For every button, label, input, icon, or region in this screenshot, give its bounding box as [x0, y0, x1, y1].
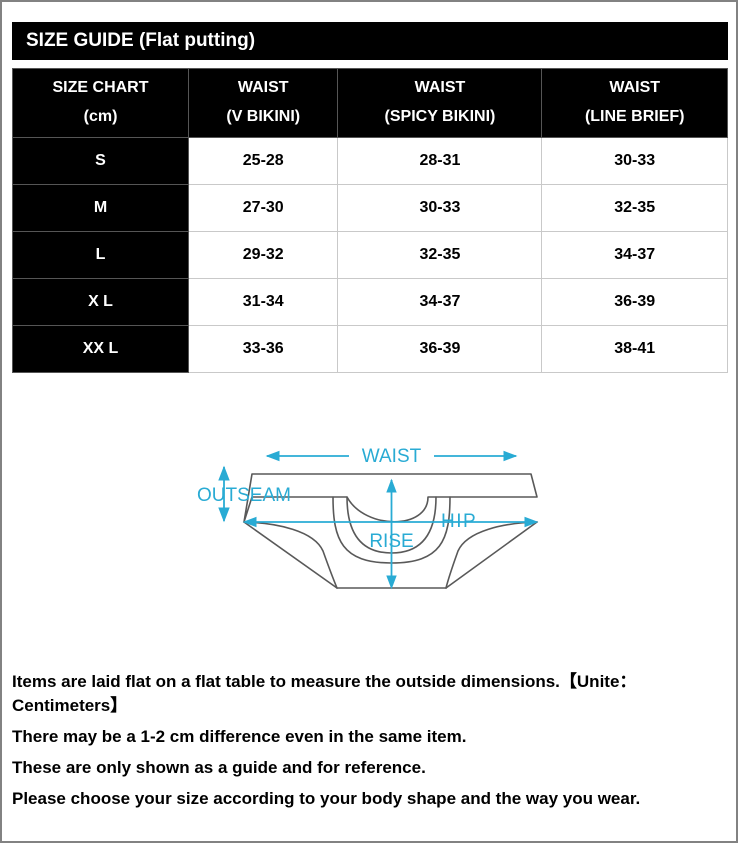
- svg-text:HIP: HIP: [441, 511, 477, 532]
- svg-text:WAIST: WAIST: [362, 446, 422, 467]
- svg-text:OUTSEAM: OUTSEAM: [197, 485, 291, 506]
- svg-text:RISE: RISE: [369, 531, 413, 552]
